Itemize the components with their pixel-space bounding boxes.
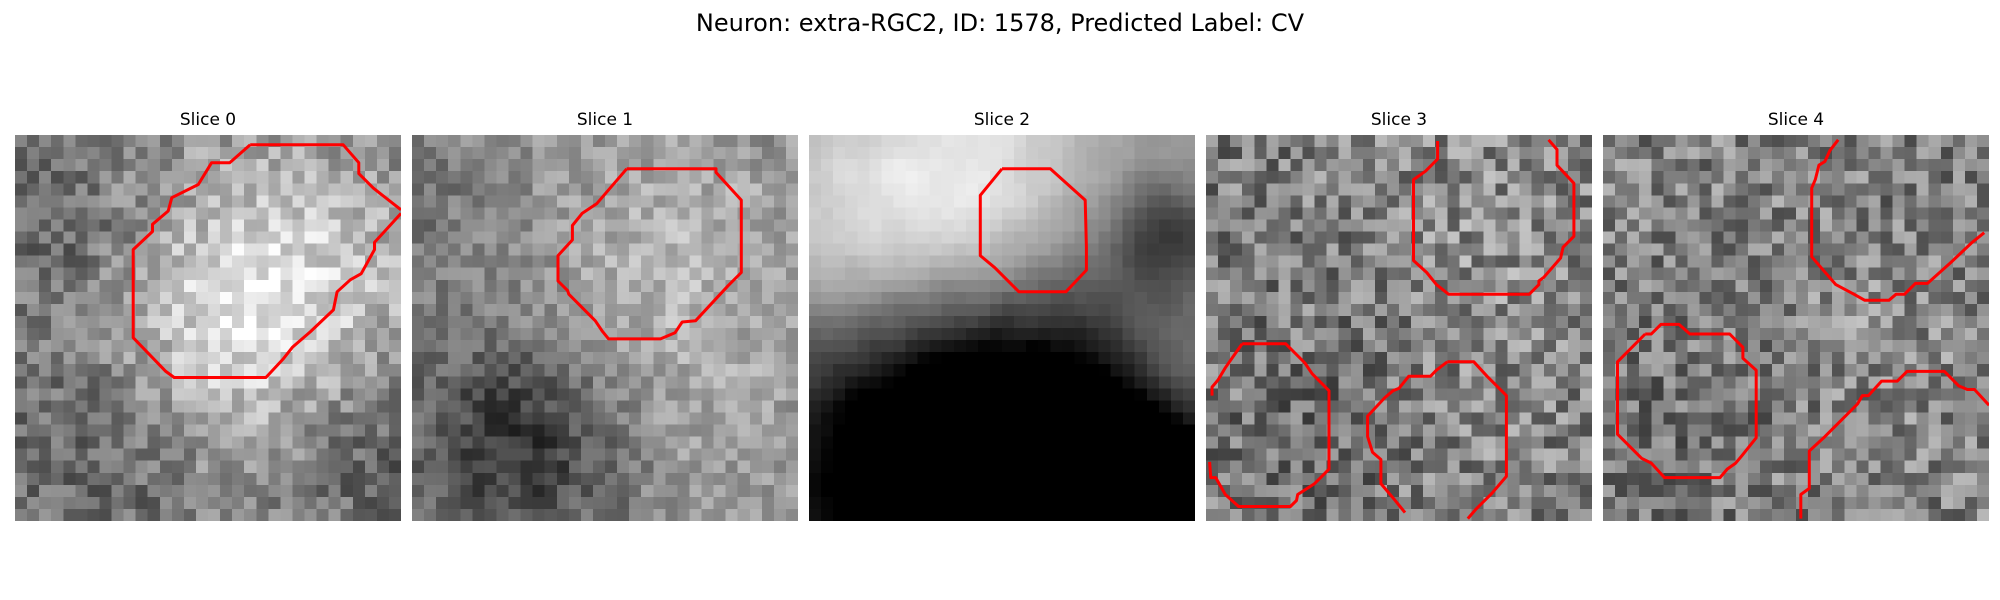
cell-contour-0-0 (250, 143, 401, 211)
slice-image-4 (1603, 135, 1989, 521)
cell-contour-4-0 (1810, 138, 1986, 302)
cell-contour-4-2 (1799, 369, 1989, 519)
slice-image-3 (1206, 135, 1592, 521)
cell-contour-3-4 (1366, 360, 1449, 514)
slice-panel-1: Slice 1 (412, 108, 798, 524)
figure-title: Neuron: extra-RGC2, ID: 1578, Predicted … (695, 9, 1305, 37)
cell-contour-1-0 (556, 167, 743, 341)
cell-contour-4-1 (1616, 322, 1758, 480)
slice-panel-0: Slice 0 (15, 108, 401, 524)
cell-contour-3-2 (1210, 342, 1244, 396)
slice-title-0: Slice 0 (179, 110, 237, 130)
slice-panel-4: Slice 4 (1603, 108, 1989, 524)
slice-image-1 (412, 135, 798, 521)
cell-contour-0-1 (131, 143, 401, 379)
slice-panel-2: Slice 2 (809, 108, 1195, 524)
slice-image-0 (15, 135, 401, 521)
slice-title-3: Slice 3 (1370, 110, 1428, 130)
cell-contour-3-3 (1447, 360, 1508, 520)
slice-title-4: Slice 4 (1767, 110, 1825, 130)
cell-contour-3-1 (1208, 342, 1331, 508)
slice-image-2 (809, 135, 1195, 521)
cell-contour-3-0 (1412, 138, 1576, 296)
cell-contour-2-0 (978, 167, 1088, 294)
slice-panel-3: Slice 3 (1206, 108, 1592, 524)
slice-title-2: Slice 2 (973, 110, 1031, 130)
slice-title-1: Slice 1 (576, 110, 634, 130)
